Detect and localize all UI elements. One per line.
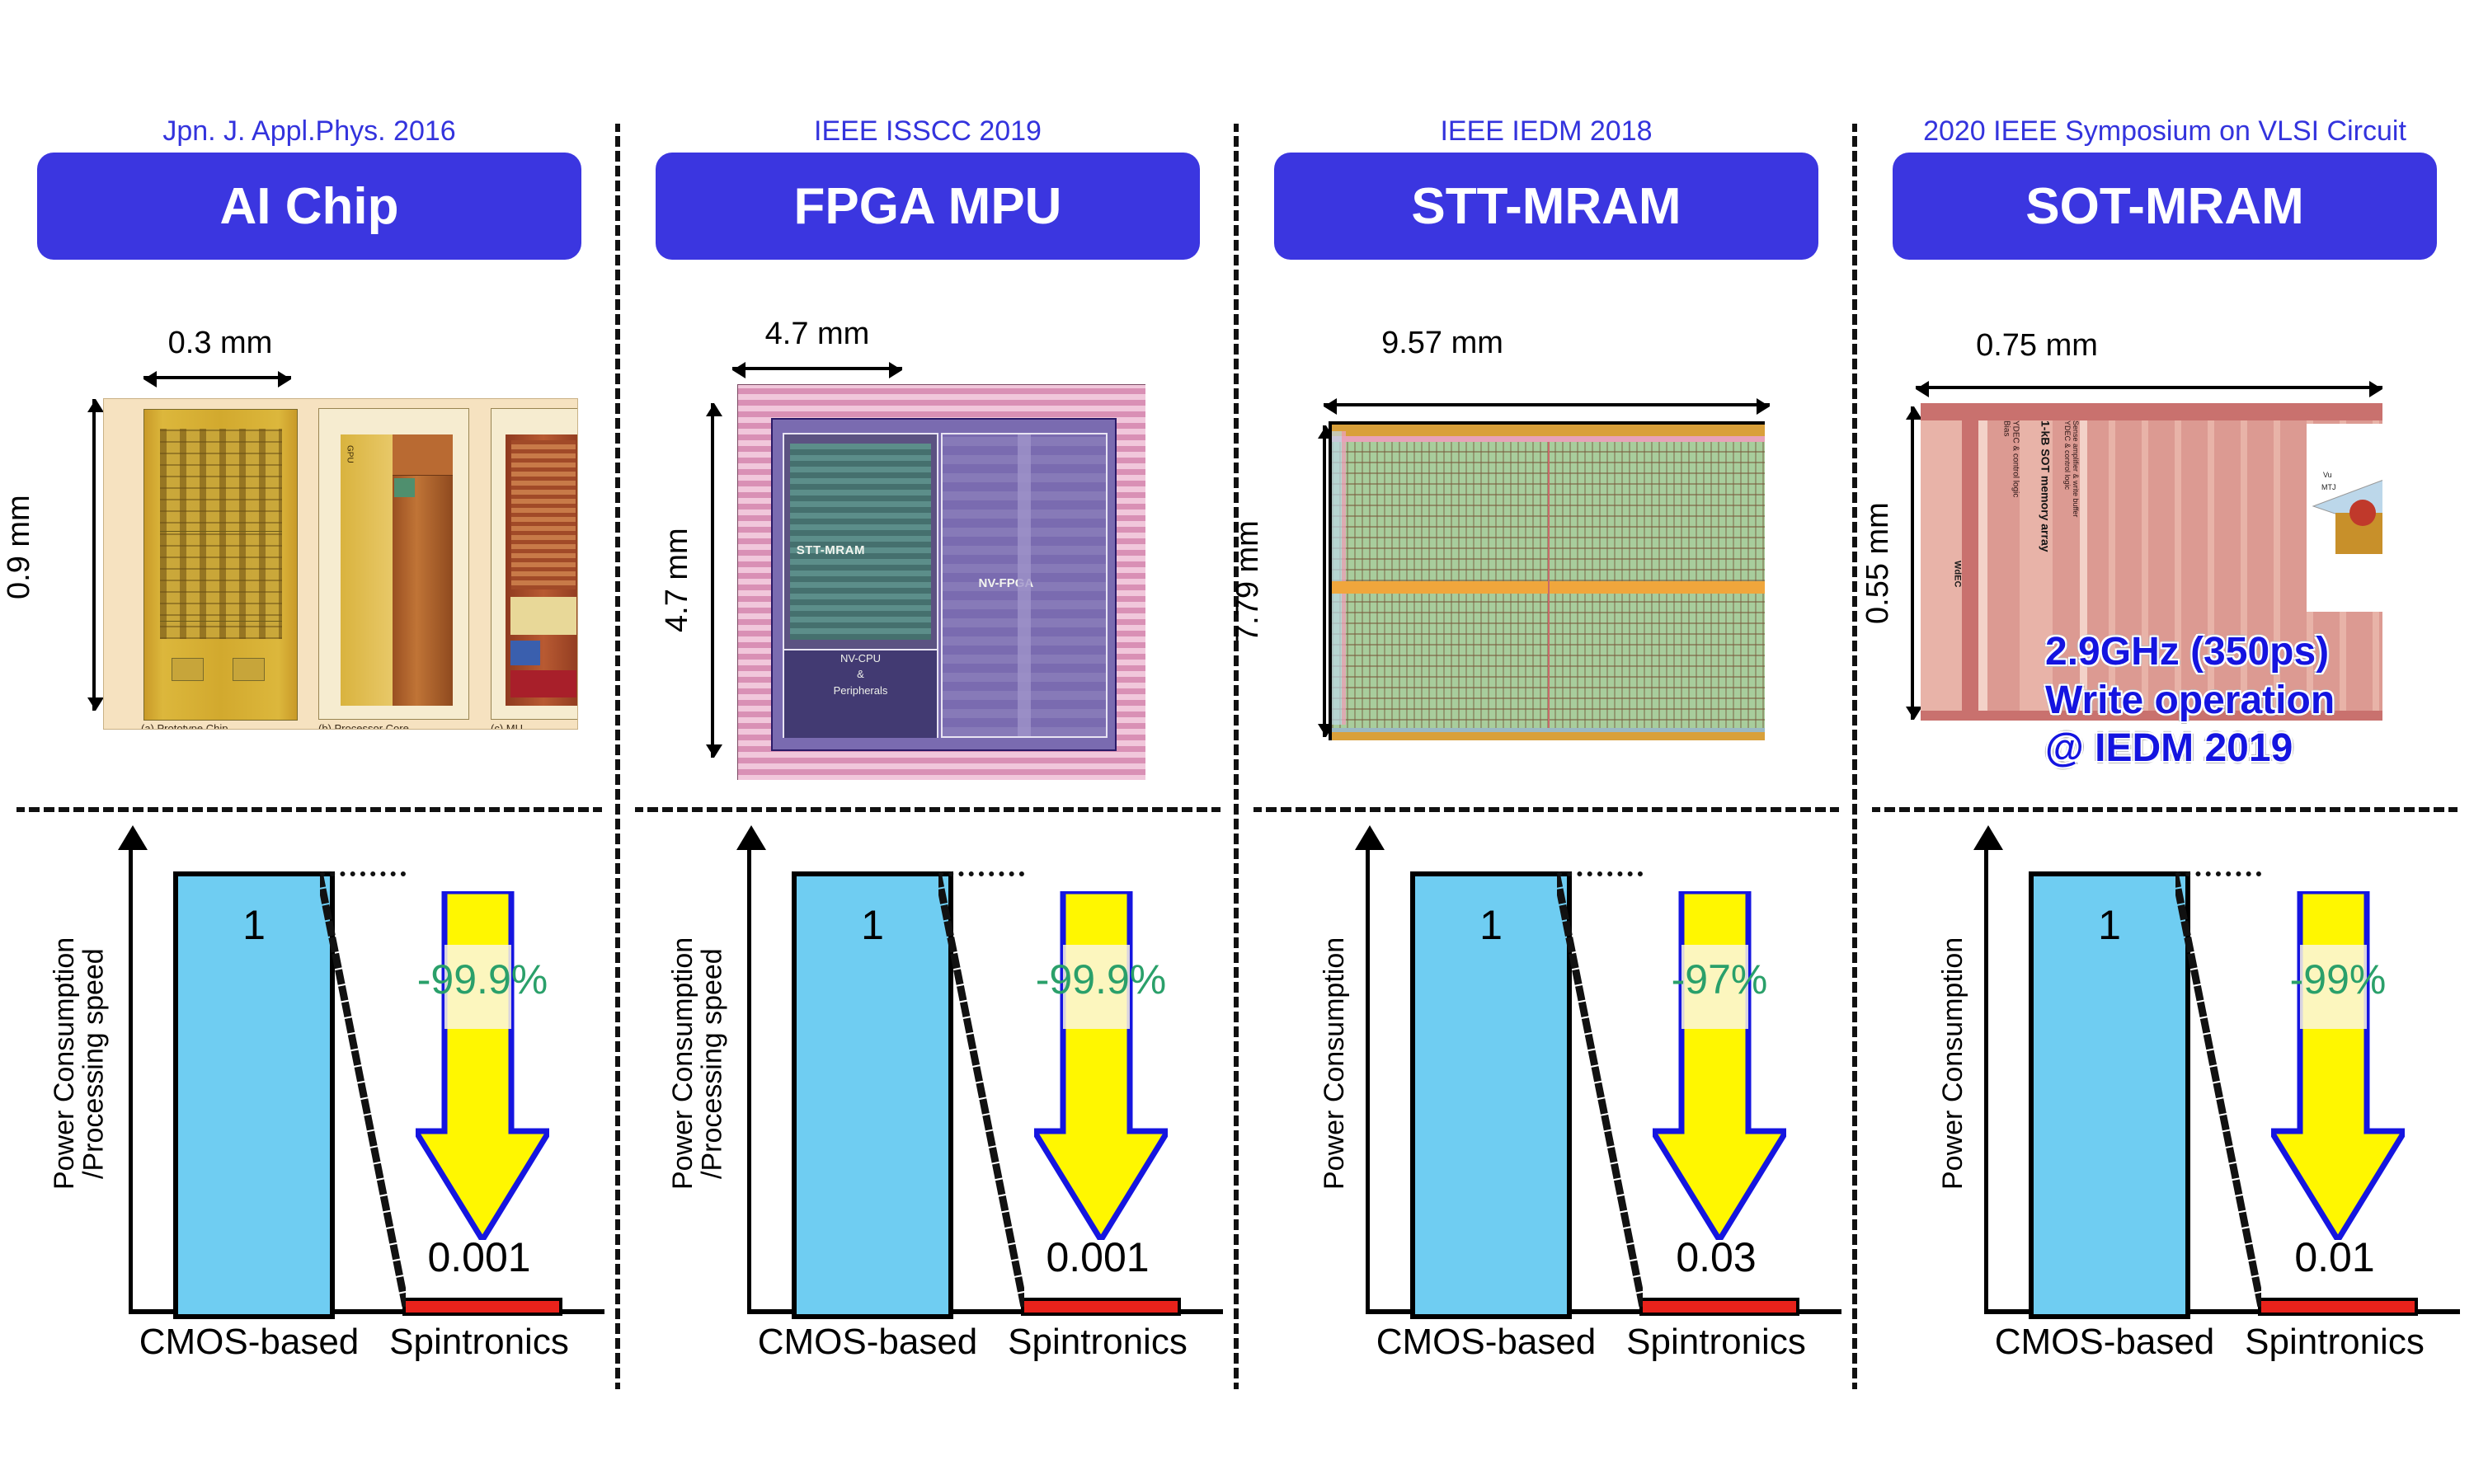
svg-text:Vu: Vu bbox=[2323, 471, 2332, 479]
svg-text:MTJ: MTJ bbox=[2321, 483, 2336, 491]
